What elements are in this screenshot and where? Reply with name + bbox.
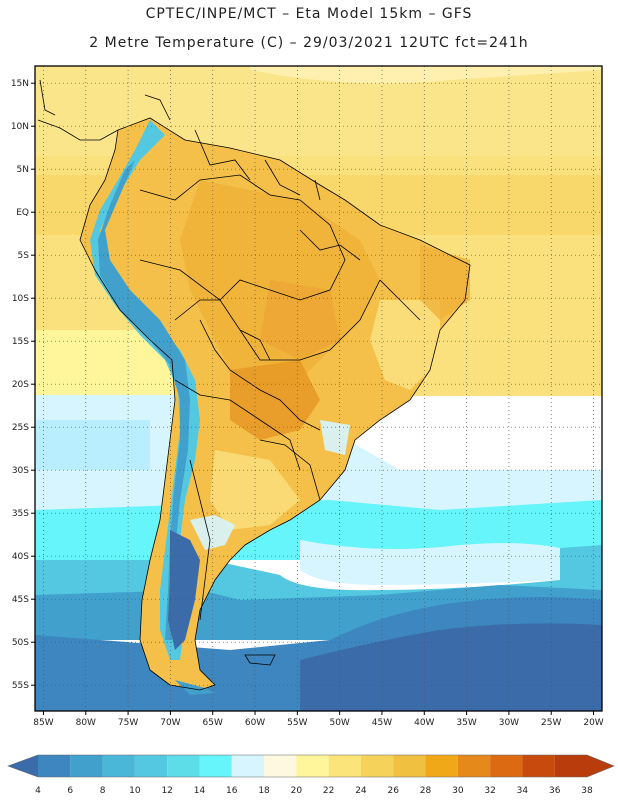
colorbar-swatch xyxy=(264,755,297,777)
lon-label: 30W xyxy=(499,718,519,728)
colorbar-underflow-arrow xyxy=(8,755,38,777)
colorbar-swatch xyxy=(328,755,361,777)
colorbar-swatch xyxy=(490,755,523,777)
colorbar-swatch xyxy=(102,755,135,777)
colorbar-tick-label: 6 xyxy=(67,786,73,796)
lon-label: 45W xyxy=(372,718,392,728)
lon-label: 75W xyxy=(118,718,138,728)
colorbar-tick-label: 18 xyxy=(258,786,270,796)
lon-label: 70W xyxy=(160,718,180,728)
lat-label: 5S xyxy=(18,251,30,261)
colorbar-swatch xyxy=(296,755,329,777)
colorbar-swatch xyxy=(231,755,265,777)
lat-label: 35S xyxy=(12,509,29,519)
colorbar-tick-label: 8 xyxy=(100,786,106,796)
lon-label: 55W xyxy=(287,718,307,728)
lon-label: 80W xyxy=(76,718,96,728)
colorbar-outline xyxy=(7,754,615,778)
lon-label: 40W xyxy=(414,718,434,728)
lon-label: 35W xyxy=(456,718,476,728)
lat-label: 15S xyxy=(12,337,29,347)
lon-label: 65W xyxy=(203,718,223,728)
colorbar-tick-label: 20 xyxy=(291,786,303,796)
longitude-labels: 85W 80W 75W 70W 65W 60W 55W 50W 45W 40W 35W 30W 25W 2… xyxy=(33,711,604,728)
lat-label: 55S xyxy=(12,681,29,691)
colorbar-swatch xyxy=(134,755,168,777)
lon-label: 25W xyxy=(541,718,561,728)
lat-label: 50S xyxy=(12,638,29,648)
colorbar-swatch xyxy=(425,755,458,777)
lat-label: 5N xyxy=(17,165,29,175)
lat-label: 30S xyxy=(12,466,29,476)
colorbar-swatch xyxy=(199,755,232,777)
colorbar-tick-label: 30 xyxy=(452,786,464,796)
latitude-labels: 15N 10N 5N EQ 5S 10S 15S 20S 25S 30S 35S 40S 45S 50S 5… xyxy=(11,79,35,691)
colorbar-tick-label: 24 xyxy=(355,786,367,796)
temperature-field xyxy=(35,66,602,711)
map-title-line1: CPTEC/INPE/MCT – Eta Model 15km – GFS xyxy=(145,6,473,22)
lat-label: 20S xyxy=(12,380,29,390)
coastlines-borders xyxy=(37,79,471,691)
colorbar-swatch xyxy=(554,755,587,777)
colorbar-swatch xyxy=(360,755,394,777)
colorbar-swatch xyxy=(522,755,555,777)
colorbar-tick-label: 12 xyxy=(161,786,172,796)
colorbar-tick-label: 36 xyxy=(549,786,561,796)
colorbar-tick-label: 38 xyxy=(581,786,593,796)
lat-label: 40S xyxy=(12,552,29,562)
colorbar-swatch xyxy=(457,755,491,777)
colorbar-overflow-arrow xyxy=(587,755,614,777)
colorbar-tick-label: 28 xyxy=(420,786,432,796)
graticule xyxy=(35,66,602,711)
lat-label: 10N xyxy=(11,122,29,132)
map-title-line2: 2 Metre Temperature (C) – 29/03/2021 12U… xyxy=(89,35,529,51)
colorbar-tick-label: 10 xyxy=(129,786,141,796)
colorbar-swatch xyxy=(393,755,426,777)
colorbar-tick-label: 16 xyxy=(226,786,238,796)
lon-label: 85W xyxy=(33,718,53,728)
colorbar-swatch xyxy=(38,755,71,777)
temperature-colorbar: 4 6 8 10 12 14 16 18 20 22 24 26 28 30 32 34 36 38 xyxy=(7,754,615,796)
lon-label: 60W xyxy=(245,718,265,728)
colorbar-tick-label: 34 xyxy=(517,786,529,796)
colorbar-tick-label: 14 xyxy=(194,786,206,796)
colorbar-swatch xyxy=(167,755,200,777)
map-frame xyxy=(34,65,603,712)
lat-label: 15N xyxy=(11,79,29,89)
colorbar-tick-label: 32 xyxy=(484,786,495,796)
lat-label: 10S xyxy=(12,294,29,304)
colorbar-tick-label: 26 xyxy=(388,786,400,796)
colorbar-tick-label: 22 xyxy=(323,786,334,796)
lat-label: EQ xyxy=(16,208,29,218)
lon-label: 20W xyxy=(583,718,603,728)
colorbar-swatch xyxy=(70,755,103,777)
colorbar-tick-label: 4 xyxy=(35,786,41,796)
lon-label: 50W xyxy=(329,718,349,728)
lat-label: 45S xyxy=(12,595,29,605)
lat-label: 25S xyxy=(12,423,29,433)
